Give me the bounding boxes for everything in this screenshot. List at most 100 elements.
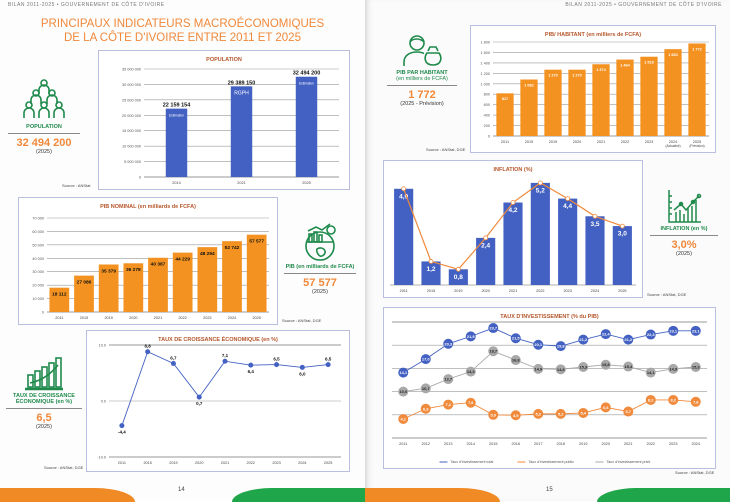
- bar-value-label: 4,9: [399, 193, 408, 200]
- pib-nominal-chart-svg: PIB NOMINAL (en milliards de FCFA) 0 10 00…: [32, 204, 269, 320]
- data-label: 8,2: [648, 397, 654, 402]
- data-point: [555, 341, 566, 352]
- data-label: 10,7: [422, 386, 431, 391]
- x-tick-label: 2023: [203, 316, 211, 320]
- x-tick-label: 2011: [400, 289, 408, 293]
- kpi-label: PIB (en milliards de FCFA): [284, 264, 356, 274]
- data-label: 4,1: [400, 416, 406, 421]
- x-tick-label: 2024: [298, 461, 306, 465]
- kpi-pib: PIB (en milliards de FCFA) 57 577 (2025): [284, 222, 356, 295]
- bar-value-label: 4,2: [508, 207, 517, 214]
- data-point: [510, 410, 521, 421]
- data-point: [690, 325, 701, 336]
- bar-value-label: 3,5: [590, 221, 599, 228]
- x-tick-label: 2019: [104, 316, 112, 320]
- kpi-value: 32 494 200: [16, 137, 72, 149]
- y-tick-label: 1 200: [480, 72, 490, 76]
- source-note: Source : ANStat, DGE: [282, 318, 322, 323]
- x-tick-label: 2012: [422, 442, 430, 446]
- x-tick-label: 2025: [618, 289, 626, 293]
- data-label: 14,1: [399, 370, 408, 375]
- x-tick-label: 2022: [621, 140, 629, 144]
- data-label: 14,1: [647, 370, 656, 375]
- page-number: 14: [178, 487, 185, 493]
- x-tick-label: 2019: [169, 461, 177, 465]
- data-point: [170, 360, 176, 366]
- y-tick-label: 1 600: [480, 51, 490, 55]
- y-tick-label: 70 000: [32, 217, 44, 221]
- bar: [688, 43, 706, 137]
- x-tick-label: 2015: [489, 442, 497, 446]
- trend-point: [537, 180, 543, 186]
- bar-value-label: 18 112: [52, 291, 67, 297]
- data-point: [600, 359, 611, 370]
- data-label: 8,8: [145, 344, 152, 349]
- y-tick-label: -10.0: [97, 456, 106, 460]
- data-point: [645, 367, 656, 378]
- trend-point: [401, 186, 407, 192]
- bar-note: Estimation: [169, 114, 184, 118]
- data-label: 14,3: [467, 369, 476, 374]
- data-label: 12,7: [444, 377, 453, 382]
- x-tick-label: 2024: [228, 316, 236, 320]
- right-page: BILAN 2011-2025 • GOUVERNEMENT DE CÔTE D…: [365, 0, 730, 502]
- y-tick-label: 1 800: [480, 41, 490, 45]
- kpi-croissance: TAUX DE CROISSANCE ÉCONOMIQUE (en %) 6,5 …: [6, 355, 82, 430]
- x-tick-label: 2022: [178, 316, 186, 320]
- chart-title: TAUX D'INVESTISSEMENT (% du PIB): [500, 314, 599, 320]
- x-tick-label: 2024: [669, 140, 677, 144]
- x-tick-label: 2021: [221, 461, 229, 465]
- y-tick-label: 600: [484, 103, 490, 107]
- bar-value-label: 1 270: [548, 73, 558, 77]
- bar: [592, 64, 610, 136]
- y-tick-label: 40 000: [32, 257, 44, 261]
- x-tick-label: 2025: [302, 181, 310, 185]
- data-point: [578, 362, 589, 373]
- bar: [394, 188, 414, 285]
- data-label: 6,6: [603, 405, 609, 410]
- kpi-value: 6,5: [36, 412, 52, 424]
- bar: [123, 263, 144, 312]
- title-line-2: DE LA CÔTE D'IVOIRE ENTRE 2011 ET 2025: [64, 32, 301, 44]
- y-tick-label: 0: [488, 135, 490, 139]
- legend-label: Taux d'investissement public: [529, 460, 575, 464]
- data-label: 23,1: [692, 328, 701, 333]
- bar: [496, 93, 514, 136]
- kpi-inflation: INFLATION (en %) 3,0% (2025): [650, 188, 718, 257]
- left-page: BILAN 2011-2025 • GOUVERNEMENT DE CÔTE D…: [0, 0, 365, 502]
- x-tick-label: 2015: [427, 289, 435, 293]
- data-label: 22,4: [602, 332, 611, 337]
- kpi-label-line: PIB PAR HABITANT: [396, 70, 448, 76]
- data-point: [465, 331, 476, 342]
- x-tick-label: 2021: [509, 289, 517, 293]
- y-tick-label: 0.0: [101, 400, 106, 404]
- data-label: 20,1: [534, 342, 543, 347]
- bar: [558, 198, 578, 285]
- chart-investissement: TAUX D'INVESTISSEMENT (% du PIB) 2011 2012…: [383, 307, 716, 469]
- x-tick-label: 2017: [534, 442, 542, 446]
- y-tick-label: 800: [484, 93, 490, 97]
- bar: [172, 252, 193, 312]
- bar-value-label: 27 086: [77, 279, 92, 285]
- bar: [448, 269, 468, 285]
- bar-value-label: 1 772: [692, 47, 702, 51]
- page-number: 15: [546, 487, 553, 493]
- x-tick-label: 2024: [692, 442, 700, 446]
- data-label: 14,9: [669, 366, 678, 371]
- bar-value-label: 22 159 154: [163, 103, 191, 109]
- x-tick-note: (Actualisé): [665, 144, 680, 148]
- bar-value-label: 1 270: [572, 73, 582, 77]
- data-point: [555, 408, 566, 419]
- x-tick-label: 2019: [549, 140, 557, 144]
- x-tick-label: 2015: [525, 140, 533, 144]
- y-tick-label: 50 000: [32, 243, 44, 247]
- bar: [503, 202, 523, 285]
- x-tick-label: 2021: [624, 442, 632, 446]
- chart-title: POPULATION: [206, 57, 242, 63]
- croissance-chart-svg: TAUX DE CROISSANCE ÉCONOMIQUE (en %) -10.…: [97, 335, 341, 465]
- y-tick-label: 400: [484, 114, 490, 118]
- y-tick-label: 30 000: [32, 270, 44, 274]
- data-label: 7,2: [445, 402, 451, 407]
- kpi-value: 3,0%: [671, 239, 697, 251]
- data-label: 17,0: [422, 357, 431, 362]
